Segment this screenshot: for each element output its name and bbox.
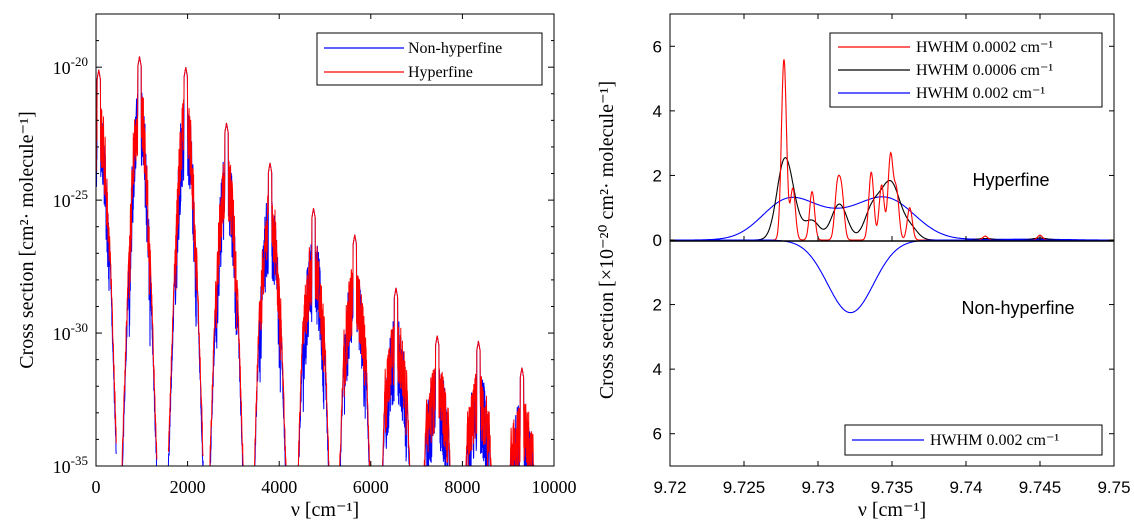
right-x-axis-title: ν [cm⁻¹] bbox=[858, 499, 926, 521]
hyperfine-band-3 bbox=[209, 122, 244, 467]
hyperfine-band-5 bbox=[296, 208, 331, 467]
legend-label-hwhm-002: HWHM 0.002 cm⁻¹ bbox=[916, 85, 1045, 102]
right-ticks: 9.72 9.725 9.73 9.735 9.74 9.745 9.75 0 2 4 6 2 4 6 bbox=[653, 14, 1131, 497]
hyperfine-band-7 bbox=[378, 287, 414, 467]
right-y-tick-label-up-1: 2 bbox=[653, 166, 662, 185]
right-x-tick-label-4: 9.74 bbox=[949, 478, 982, 497]
hyperfine-band-9 bbox=[461, 340, 496, 467]
left-chart: 0 2000 4000 6000 8000 10000 10-20 10-25 10-30 10-… bbox=[16, 13, 577, 521]
annotation-non-hyperfine: Non-hyperfine bbox=[961, 298, 1074, 318]
legend-label-nonhyperfine: Non-hyperfine bbox=[408, 40, 502, 57]
left-legend: Non-hyperfine Hyperfine bbox=[316, 32, 543, 86]
hyperfine-band-4 bbox=[252, 162, 288, 467]
right-y-tick-label-lo-2: 6 bbox=[653, 425, 662, 444]
hyperfine-band-2 bbox=[167, 67, 204, 456]
left-ticks: 0 2000 4000 6000 8000 10000 10-20 10-25 10-30 10-… bbox=[53, 13, 577, 497]
right-x-tick-label-0: 9.72 bbox=[653, 478, 686, 497]
left-y-tick-label-0: 10-20 bbox=[53, 54, 88, 78]
right-x-tick-label-6: 9.75 bbox=[1097, 478, 1130, 497]
left-plot-area bbox=[96, 14, 554, 466]
left-y-tick-label-3: 10-35 bbox=[53, 453, 88, 477]
left-y-axis-title: Cross section [cm²· molecule⁻¹] bbox=[16, 111, 38, 368]
right-y-tick-label-lo-1: 4 bbox=[653, 360, 662, 379]
left-x-tick-label-0: 0 bbox=[92, 477, 101, 497]
hyperfine-band-1 bbox=[121, 56, 158, 467]
hyperfine-band-8 bbox=[419, 335, 455, 468]
left-x-tick-label-1: 2000 bbox=[170, 477, 206, 497]
legend-label-lower-hwhm-002: HWHM 0.002 cm⁻¹ bbox=[930, 432, 1059, 449]
left-x-tick-label-5: 10000 bbox=[532, 477, 577, 497]
left-series-group bbox=[95, 56, 540, 468]
left-y-tick-label-1: 10-25 bbox=[53, 187, 88, 211]
right-y-tick-label-up-3: 6 bbox=[653, 37, 662, 56]
hyperfine-band-0 bbox=[95, 69, 117, 444]
right-x-tick-label-1: 9.725 bbox=[723, 478, 766, 497]
right-x-tick-label-2: 9.73 bbox=[801, 478, 834, 497]
right-x-tick-label-3: 9.735 bbox=[871, 478, 914, 497]
right-x-tick-label-5: 9.745 bbox=[1019, 478, 1062, 497]
left-x-axis-title: ν [cm⁻¹] bbox=[291, 499, 359, 521]
legend-label-hyperfine: Hyperfine bbox=[408, 64, 473, 81]
right-y-tick-label-lo-0: 2 bbox=[653, 296, 662, 315]
right-chart: 9.72 9.725 9.73 9.735 9.74 9.745 9.75 0 2 4 6 2 4 6 H… bbox=[596, 13, 1131, 521]
left-x-tick-label-3: 6000 bbox=[353, 477, 389, 497]
left-x-tick-label-4: 8000 bbox=[444, 477, 480, 497]
left-y-tick-label-2: 10-30 bbox=[53, 320, 88, 344]
left-legend-box bbox=[316, 32, 543, 86]
legend-label-hwhm-0002: HWHM 0.0002 cm⁻¹ bbox=[916, 39, 1053, 56]
legend-label-hwhm-0006: HWHM 0.0006 cm⁻¹ bbox=[916, 62, 1053, 79]
hyperfine-band-6 bbox=[337, 234, 373, 467]
left-axes-box bbox=[95, 13, 555, 467]
right-lower-legend: HWHM 0.002 cm⁻¹ bbox=[844, 424, 1103, 456]
right-y-tick-label-up-2: 4 bbox=[653, 102, 662, 121]
right-y-axis-title: Cross section [×10⁻²⁰ cm²· molecule⁻¹] bbox=[596, 81, 618, 399]
left-x-tick-label-2: 4000 bbox=[261, 477, 297, 497]
right-upper-legend: HWHM 0.0002 cm⁻¹ HWHM 0.0006 cm⁻¹ HWHM 0… bbox=[829, 32, 1103, 108]
right-y-tick-label-up-0: 0 bbox=[653, 231, 662, 250]
annotation-hyperfine: Hyperfine bbox=[972, 170, 1049, 190]
